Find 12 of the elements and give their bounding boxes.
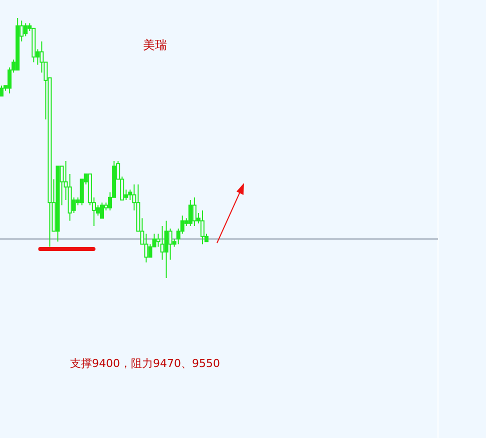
text: 美瑞 bbox=[143, 38, 167, 52]
candlestick bbox=[200, 210, 204, 245]
candlestick bbox=[168, 228, 172, 260]
candlestick bbox=[0, 85, 4, 96]
candlestick bbox=[100, 202, 104, 219]
candlestick bbox=[192, 196, 196, 226]
candlestick bbox=[144, 233, 148, 263]
candlestick bbox=[160, 226, 164, 260]
candlestick bbox=[24, 22, 28, 37]
candlestick bbox=[188, 200, 192, 226]
candlestick bbox=[164, 220, 168, 278]
text: 支撑9400，阻力9470、9550 bbox=[70, 357, 220, 370]
